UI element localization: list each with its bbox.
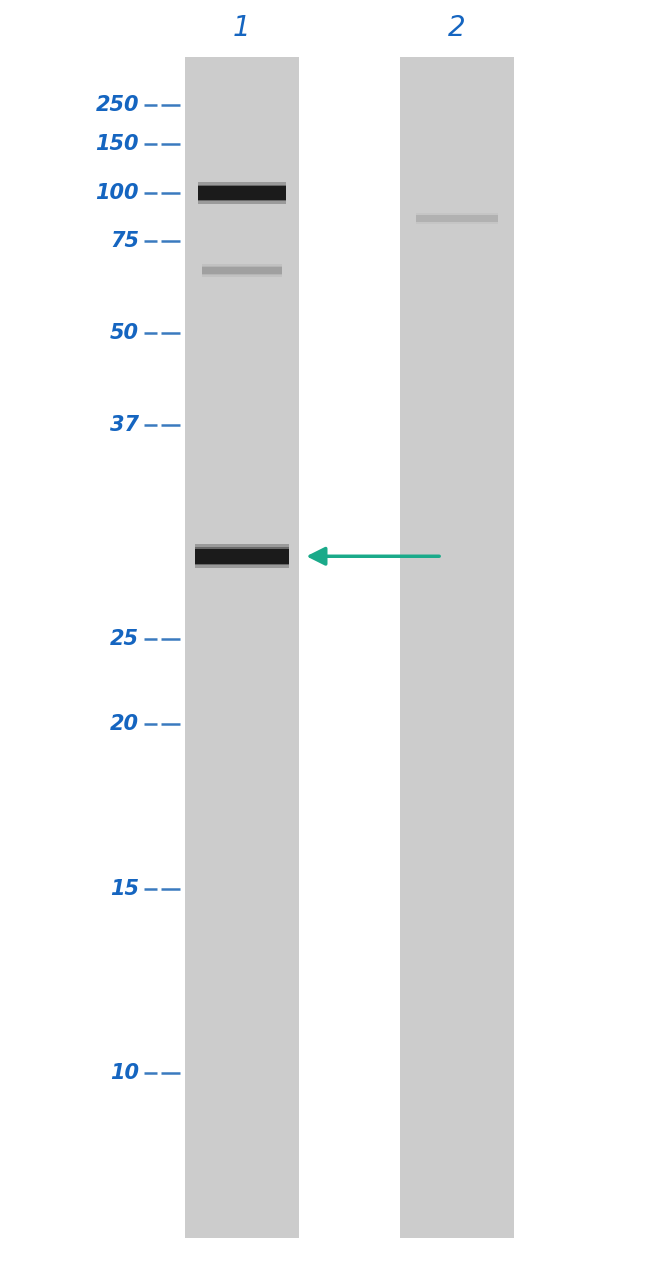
Text: 10: 10	[110, 1063, 139, 1083]
Bar	[196, 549, 289, 564]
Bar	[196, 544, 289, 569]
Text: 100: 100	[96, 183, 139, 203]
Bar	[416, 213, 497, 224]
Bar	[198, 182, 287, 204]
Bar	[202, 264, 282, 277]
Bar	[196, 547, 289, 565]
Bar	[416, 215, 497, 222]
Text: 50: 50	[110, 323, 139, 343]
Bar	[202, 265, 282, 276]
Text: 25: 25	[110, 629, 139, 649]
Text: 250: 250	[96, 95, 139, 116]
Bar	[400, 57, 514, 1238]
Bar	[416, 215, 497, 221]
Bar	[198, 187, 287, 201]
Text: 2: 2	[447, 14, 465, 42]
Bar	[185, 57, 299, 1238]
Text: 20: 20	[110, 714, 139, 734]
Text: 150: 150	[96, 133, 139, 154]
Bar	[202, 267, 282, 274]
Text: 15: 15	[110, 879, 139, 899]
Bar	[198, 184, 287, 202]
Text: 75: 75	[110, 231, 139, 251]
Text: 37: 37	[110, 415, 139, 436]
Text: 1: 1	[233, 14, 251, 42]
